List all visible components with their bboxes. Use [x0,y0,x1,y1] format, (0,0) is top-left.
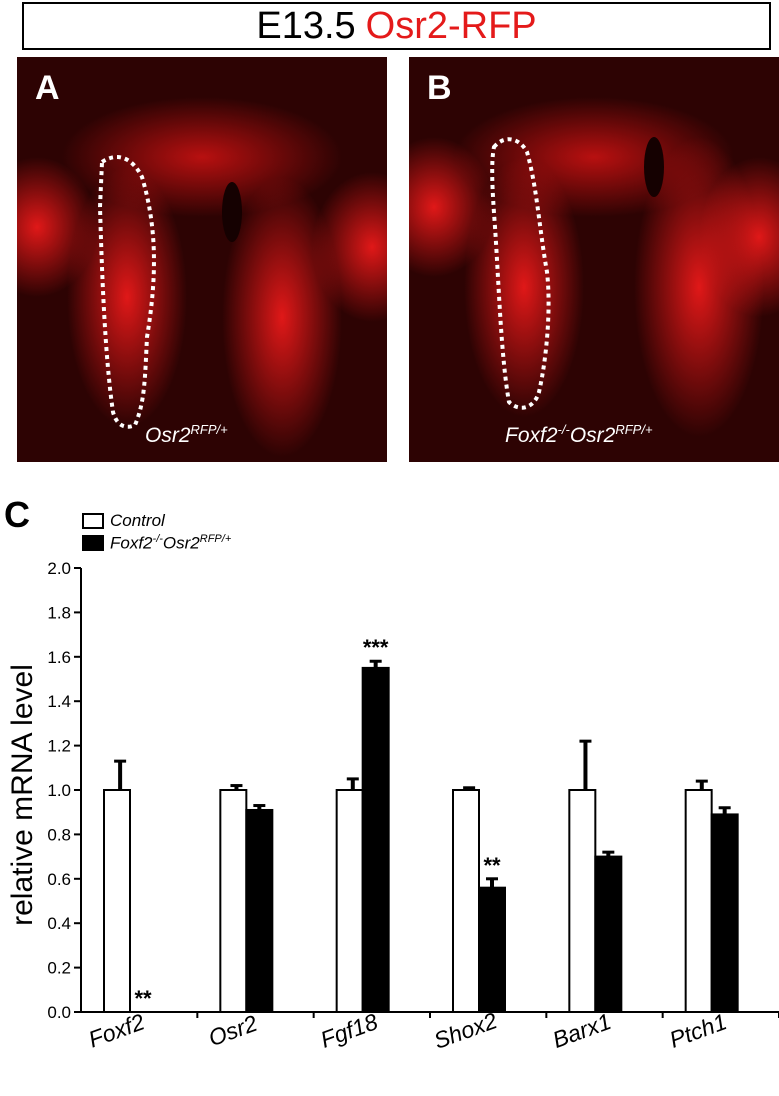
bar-control [103,789,131,1013]
x-tick-label: Osr2 [205,1010,261,1052]
y-tick-label: 1.4 [47,692,71,711]
significance-label: ** [483,853,501,878]
y-tick-label: 1.0 [47,781,71,800]
title-reporter: Osr2-RFP [365,4,537,47]
y-tick-label: 1.6 [47,648,71,667]
panel-a-caption: Osr2RFP/+ [145,422,228,447]
legend-label-mutant: Foxf2-/-Osr2RFP/+ [110,532,232,553]
significance-label: ** [134,986,152,1011]
bar-mutant [478,886,506,1013]
y-tick-label: 0.4 [47,914,71,933]
panel-a-image: A Osr2RFP/+ [17,57,387,462]
chart-legend: Control Foxf2-/-Osr2RFP/+ [82,510,231,554]
y-tick-label: 0.0 [47,1003,71,1022]
x-tick-label: Shox2 [430,1007,500,1054]
panel-a-fluorescence [17,57,387,462]
title-stage: E13.5 [256,4,356,47]
y-axis: 0.0 0.2 0.4 0.6 0.8 1.0 1.2 1.4 1.6 1.8 2.0 [47,559,779,1022]
y-tick-label: 0.6 [47,870,71,889]
bar-control [219,789,248,1013]
panel-letter-a: A [35,69,60,107]
figure-title: E13.5 Osr2-RFP [22,2,771,50]
legend-entry-control: Control [82,510,231,532]
bar-control [568,789,597,1013]
bar-control [684,789,713,1013]
legend-swatch-mutant [82,535,104,551]
y-axis-label: relative mRNA level [6,664,39,926]
y-tick-label: 2.0 [47,559,71,578]
panel-b-fluorescence [409,57,779,462]
bar-mutant [361,666,390,1014]
legend-swatch-control [82,513,104,529]
x-tick-label: Foxf2 [85,1008,148,1052]
bar-mutant [245,808,274,1014]
y-tick-label: 0.2 [47,959,71,978]
y-tick-label: 1.2 [47,737,71,756]
x-tick-label: Fgf18 [317,1008,381,1053]
x-tick-label: Ptch1 [666,1008,730,1053]
x-axis: Foxf2 Osr2 Fgf18 Shox2 Barx1 Ptch1 [85,1007,779,1054]
y-tick-label: 1.8 [47,603,71,622]
bar-mutant [594,855,623,1013]
y-tick-label: 0.8 [47,825,71,844]
panel-letter-b: B [427,69,452,107]
significance-label: *** [363,635,389,660]
bar-control [335,789,364,1013]
legend-label-control: Control [110,511,165,530]
panel-b-caption: Foxf2-/-Osr2RFP/+ [505,422,653,447]
panel-b-image: B Foxf2-/-Osr2RFP/+ [409,57,779,462]
panel-letter-c: C [4,494,30,535]
legend-entry-mutant: Foxf2-/-Osr2RFP/+ [82,532,231,554]
bar-mutant [710,813,739,1014]
bar-chart: relative mRNA level 0.0 0.2 0.4 0.6 0.8 1.0 1.… [6,559,779,1054]
bars: ******* [103,635,739,1014]
x-tick-label: Barx1 [549,1008,614,1053]
bar-control [452,789,480,1013]
